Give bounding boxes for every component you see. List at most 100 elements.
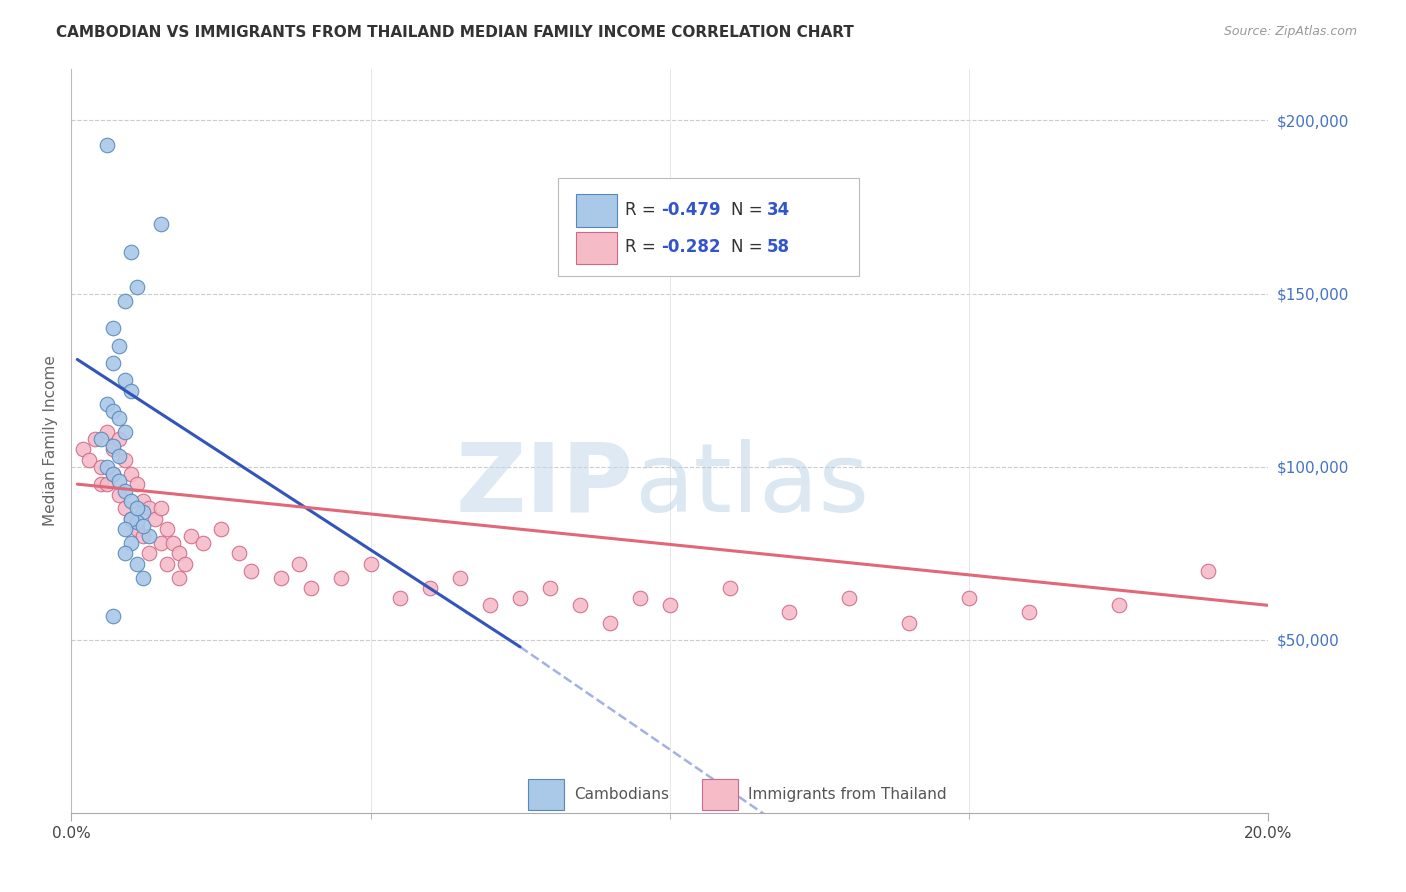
Point [718, 581, 741, 595]
Point [628, 591, 651, 606]
FancyBboxPatch shape [558, 178, 859, 276]
Point [1197, 564, 1219, 578]
Point [127, 515, 149, 529]
Point [132, 518, 155, 533]
Point [143, 512, 166, 526]
Point [103, 442, 125, 457]
Point [228, 546, 250, 560]
Text: 34: 34 [766, 201, 790, 219]
Text: 58: 58 [766, 238, 790, 256]
Text: N =: N = [731, 238, 768, 256]
Point [103, 467, 125, 481]
Point [599, 615, 621, 630]
Point [120, 245, 142, 260]
Point [114, 522, 136, 536]
Point [114, 293, 136, 308]
Text: R =: R = [626, 201, 661, 219]
Point [132, 505, 155, 519]
Point [180, 529, 202, 543]
Text: -0.479: -0.479 [661, 201, 721, 219]
Point [96, 137, 118, 152]
Point [138, 529, 160, 543]
Point [138, 546, 160, 560]
Point [174, 557, 197, 571]
Point [167, 546, 190, 560]
Point [156, 522, 179, 536]
FancyBboxPatch shape [529, 779, 564, 810]
Point [239, 564, 262, 578]
Point [838, 591, 860, 606]
Point [114, 453, 136, 467]
Text: -0.282: -0.282 [661, 238, 721, 256]
Point [150, 501, 173, 516]
Point [103, 321, 125, 335]
Point [191, 536, 214, 550]
Y-axis label: Median Family Income: Median Family Income [44, 355, 58, 526]
Point [449, 571, 471, 585]
Point [156, 557, 179, 571]
Point [103, 439, 125, 453]
Point [90, 477, 112, 491]
Point [114, 373, 136, 387]
Point [120, 494, 142, 508]
Text: Source: ZipAtlas.com: Source: ZipAtlas.com [1223, 25, 1357, 38]
Point [72, 442, 94, 457]
Point [114, 483, 136, 498]
Point [96, 459, 118, 474]
Point [90, 432, 112, 446]
Point [132, 571, 155, 585]
Point [270, 571, 292, 585]
Point [479, 599, 502, 613]
Point [127, 557, 149, 571]
Point [778, 605, 800, 619]
Point [509, 591, 531, 606]
Point [108, 450, 131, 464]
Point [209, 522, 232, 536]
Point [150, 536, 173, 550]
Point [77, 453, 100, 467]
Point [114, 546, 136, 560]
FancyBboxPatch shape [702, 779, 738, 810]
Point [96, 425, 118, 439]
Point [127, 477, 149, 491]
Point [287, 557, 309, 571]
Point [360, 557, 382, 571]
Point [114, 501, 136, 516]
Text: Cambodians: Cambodians [574, 787, 669, 802]
Point [419, 581, 441, 595]
Point [299, 581, 322, 595]
Point [114, 425, 136, 439]
Point [127, 501, 149, 516]
Point [127, 522, 149, 536]
Point [898, 615, 921, 630]
Point [1018, 605, 1040, 619]
Point [329, 571, 352, 585]
Point [108, 432, 131, 446]
Point [96, 477, 118, 491]
Point [103, 608, 125, 623]
Point [127, 279, 149, 293]
Point [120, 384, 142, 398]
Point [120, 512, 142, 526]
Point [1108, 599, 1130, 613]
Point [96, 397, 118, 411]
Point [103, 467, 125, 481]
Point [132, 494, 155, 508]
FancyBboxPatch shape [576, 232, 617, 264]
Point [150, 218, 173, 232]
Point [167, 571, 190, 585]
Point [103, 404, 125, 418]
Point [108, 338, 131, 352]
Text: N =: N = [731, 201, 768, 219]
Point [132, 529, 155, 543]
Point [84, 432, 107, 446]
Point [108, 411, 131, 425]
Text: ZIP: ZIP [456, 439, 634, 532]
Point [138, 501, 160, 516]
Point [568, 599, 591, 613]
Point [658, 599, 681, 613]
Point [120, 512, 142, 526]
Point [538, 581, 561, 595]
Point [108, 487, 131, 501]
Point [957, 591, 980, 606]
